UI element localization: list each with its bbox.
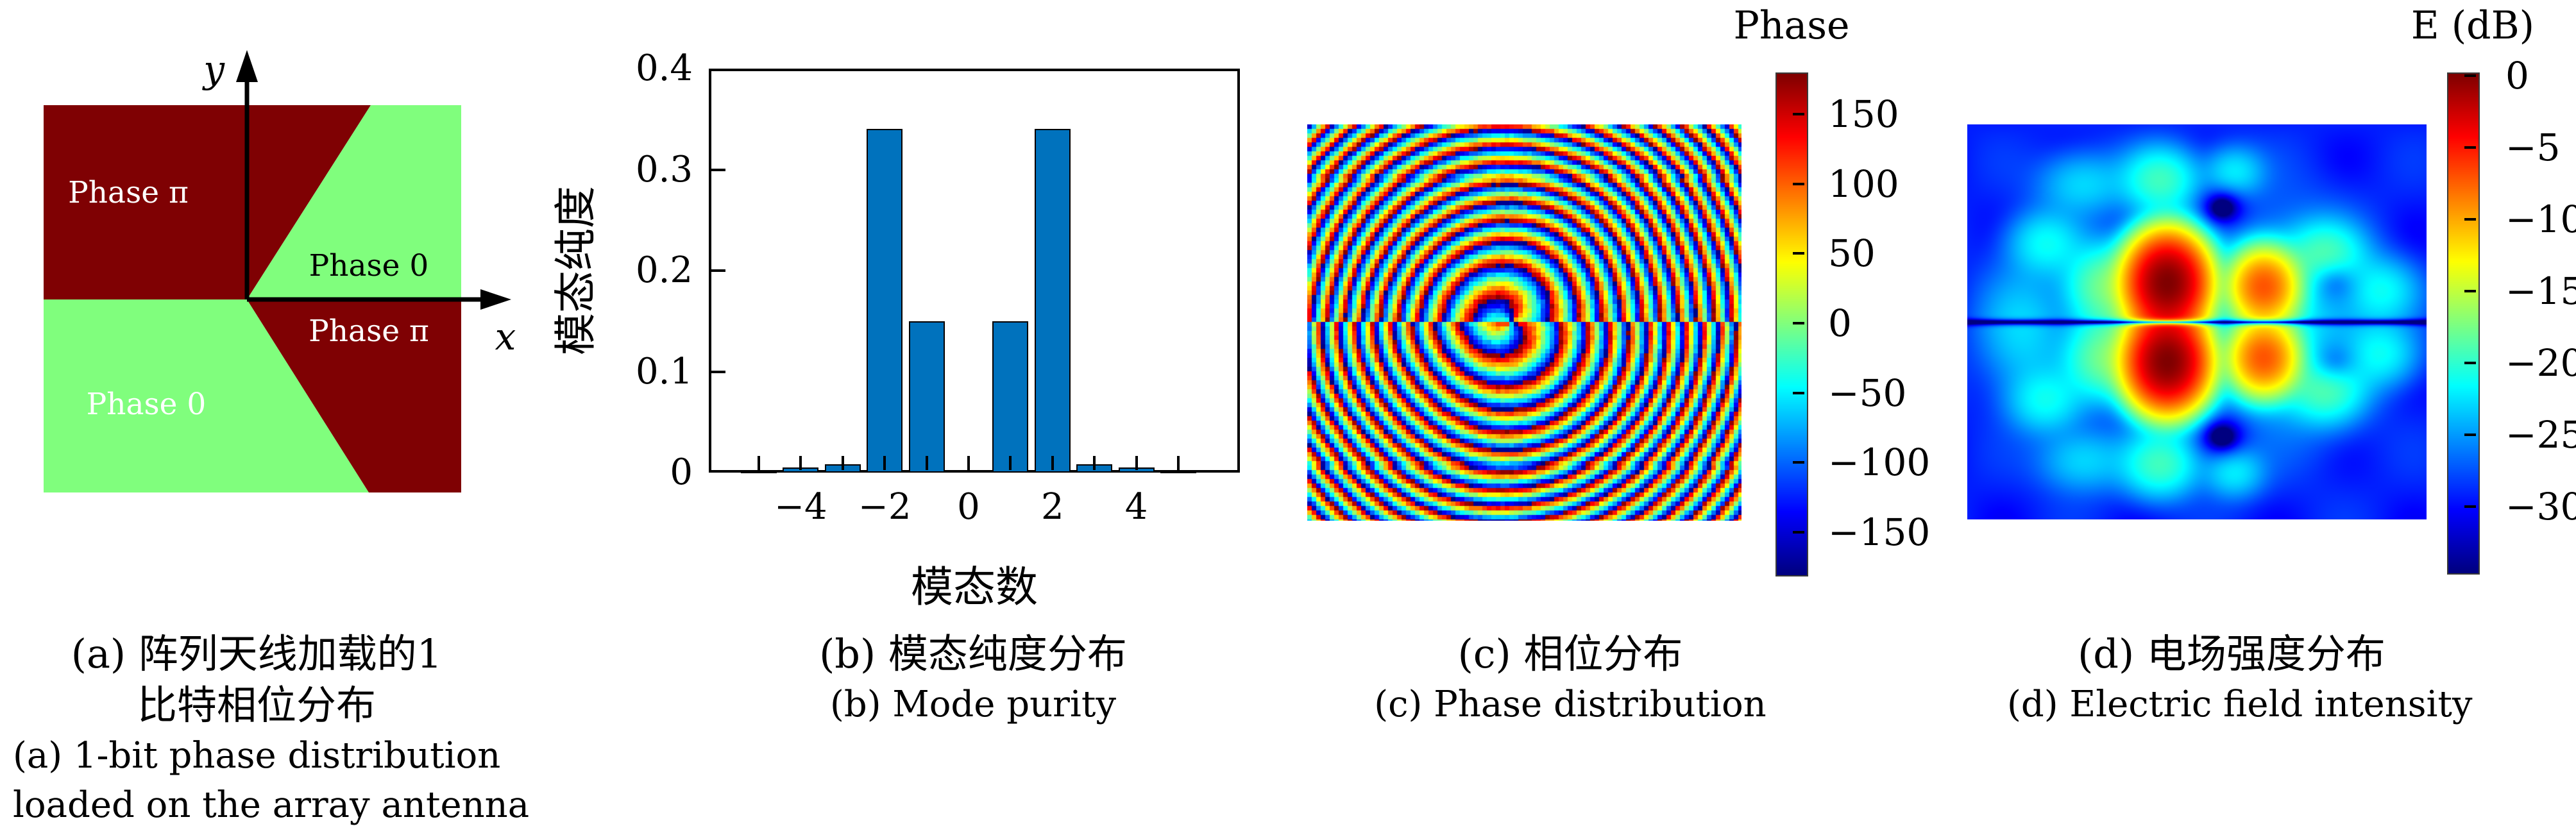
phase-colorbar-tick-150 [1793,113,1804,116]
y-tick-0.2 [711,269,725,272]
x-tick-0 [967,456,970,470]
caption-b-line1: (b) 模态纯度分布 [819,630,1127,677]
efield-colorbar-tick--20 [2464,362,2476,364]
caption-c-line2: (c) Phase distribution [1374,684,1767,725]
caption-a-line1: (a) 阵列天线加载的1 [71,630,443,677]
phase-mask-diagram: Phase π Phase 0 Phase π Phase 0 y x [44,47,516,492]
phase-colorbar-ticklabel--100: −100 [1828,441,1931,485]
efield-colorbar [2447,72,2480,575]
x-tick-label--2: −2 [858,486,911,528]
x-tick-4 [1135,456,1138,470]
x-tick-1 [1009,456,1012,470]
bar-chart-xlabel: 模态数 [911,562,1038,612]
y-tick-0.3 [711,168,725,171]
efield-colorbar-ticklabel--25: −25 [2505,413,2576,457]
efield-colorbar-tick--5 [2464,146,2476,149]
efield-colorbar-ticklabel--30: −30 [2505,485,2576,528]
phase-pi-label-lower: Phase π [309,314,429,349]
bar-mode-2 [1034,129,1071,473]
bar-mode--2 [867,129,903,473]
caption-a-line4: loaded on the array antenna [13,784,530,826]
phase-colorbar-tick--150 [1793,530,1804,534]
phase-colorbar-tick-100 [1793,182,1804,185]
efield-colorbar-ticklabel--5: −5 [2505,126,2561,169]
efield-colorbar-ticklabel--10: −10 [2505,198,2576,241]
efield-intensity-heatmap [1967,124,2427,519]
phase-pi-label-upper: Phase π [68,175,189,210]
x-tick-label-0: 0 [957,486,980,528]
caption-a-line2: 比特相位分布 [137,682,376,728]
x-axis-arrowhead [480,289,511,310]
y-tick-label-0.4: 0.4 [635,47,693,89]
bar-mode-5 [1160,471,1196,473]
y-tick-label-0: 0 [670,451,693,493]
x-tick-3 [1093,456,1096,470]
efield-colorbar-tick--25 [2464,433,2476,436]
y-axis-arrowhead [236,50,258,82]
phase-colorbar-tick-0 [1793,322,1804,324]
phase-distribution-heatmap [1307,124,1741,521]
phase-colorbar-ticklabel-50: 50 [1828,231,1876,276]
phase-colorbar-tick-50 [1793,252,1804,255]
x-tick-label-2: 2 [1040,486,1064,528]
x-tick--3 [841,456,844,470]
caption-b: (b) 模态纯度分布 (b) Mode purity [749,628,1198,729]
efield-colorbar-ticklabel--15: −15 [2505,269,2576,313]
y-tick-0.1 [711,370,725,373]
y-tick-label-0.2: 0.2 [635,249,693,291]
efield-colorbar-title: E (dB) [2411,3,2535,48]
x-tick--1 [925,456,928,470]
x-tick-label--4: −4 [774,486,827,528]
x-tick--5 [758,456,760,470]
efield-colorbar-tick--15 [2464,290,2476,292]
caption-d-line2: (d) Electric field intensity [2007,684,2473,725]
y-tick-label-0.1: 0.1 [635,350,693,392]
bar-mode-1 [992,321,1029,473]
caption-c-line1: (c) 相位分布 [1457,630,1683,677]
caption-a-line3: (a) 1-bit phase distribution [13,735,501,777]
bar-chart-frame [709,69,1240,473]
phase-0-region-lower [44,299,369,492]
efield-colorbar-tick-0 [2464,74,2476,77]
caption-d-line1: (d) 电场强度分布 [2078,630,2385,677]
x-tick-label-4: 4 [1124,486,1148,528]
phase-colorbar-tick--50 [1793,391,1804,394]
efield-colorbar-tick--30 [2464,505,2476,508]
x-tick-2 [1051,456,1054,470]
phase-colorbar [1775,72,1808,576]
caption-d: (d) 电场强度分布 (d) Electric field intensity [2007,628,2473,729]
x-tick--4 [799,456,802,470]
y-tick-label-0.3: 0.3 [635,148,693,190]
x-tick--2 [883,456,886,470]
phase-colorbar-ticklabel-150: 150 [1828,92,1899,137]
phase-colorbar-tick--100 [1793,461,1804,464]
bar-mode--5 [741,471,777,473]
bar-mode--1 [908,321,945,473]
phase-pi-region-lower [247,299,461,492]
phase-colorbar-ticklabel--50: −50 [1828,371,1907,415]
phase-colorbar-ticklabel-0: 0 [1828,301,1852,345]
efield-colorbar-tick--10 [2464,218,2476,221]
efield-colorbar-ticklabel--20: −20 [2505,341,2576,385]
phase-colorbar-ticklabel-100: 100 [1828,162,1899,206]
caption-a: (a) 阵列天线加载的1 比特相位分布 (a) 1-bit phase dist… [13,628,530,830]
phase-0-region-upper [247,105,461,299]
phase-0-label-lower: Phase 0 [87,387,207,422]
phase-colorbar-ticklabel--150: −150 [1828,510,1931,554]
x-axis-label: x [495,315,516,358]
efield-colorbar-ticklabel-0: 0 [2505,54,2529,97]
x-tick-5 [1177,456,1180,470]
phase-colorbar-title: Phase [1733,3,1850,48]
y-axis-label: y [201,47,225,91]
phase-0-label-upper: Phase 0 [309,248,429,283]
caption-c: (c) 相位分布 (c) Phase distribution [1346,628,1795,729]
phase-pi-region-upper [44,105,371,299]
bar-chart-ylabel: 模态纯度 [551,186,600,355]
caption-b-line2: (b) Mode purity [830,684,1116,725]
